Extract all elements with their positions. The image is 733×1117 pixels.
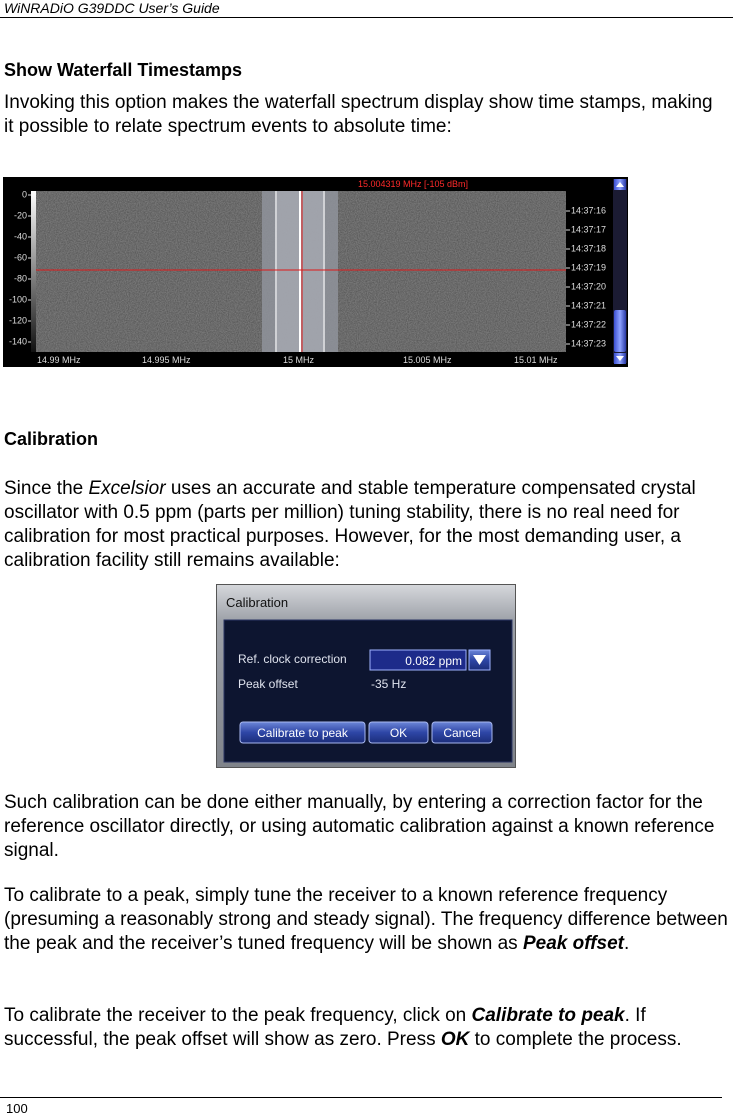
level-label: -100: [9, 294, 27, 304]
button-label: OK: [390, 726, 407, 740]
paragraph: Such calibration can be done either manu…: [4, 791, 733, 863]
time-label: 14:37:20: [571, 281, 606, 291]
scroll-thumb[interactable]: [614, 310, 626, 352]
paragraph: Since the Excelsior uses an accurate and…: [4, 477, 733, 573]
running-header: WiNRADiO G39DDC User’s Guide: [4, 0, 220, 16]
arrow: [616, 182, 624, 187]
arrow: [473, 655, 486, 665]
section-heading: Calibration: [4, 429, 99, 449]
paragraph: To calibrate to a peak, simply tune the …: [4, 884, 733, 956]
freq-label: 15 MHz: [283, 355, 315, 365]
text: Calibrate to peak: [471, 1005, 625, 1026]
time-label: 14:37:16: [571, 205, 606, 215]
footer-rule: [0, 1097, 722, 1098]
label: Ref. clock correction: [238, 652, 347, 666]
time-label: 14:37:21: [571, 300, 606, 310]
level-gradient: [31, 191, 36, 352]
freq-label: 14.995 MHz: [142, 355, 191, 365]
freq-label: 15.005 MHz: [403, 355, 452, 365]
text: Invoking this option makes the waterfall…: [4, 92, 713, 137]
text: Since the: [4, 478, 89, 499]
time-label: 14:37:17: [571, 224, 606, 234]
paragraph: Invoking this option makes the waterfall…: [4, 91, 719, 139]
time-label: 14:37:19: [571, 262, 606, 272]
text: Such calibration can be done either manu…: [4, 792, 715, 861]
button[interactable]: [239, 721, 366, 744]
calibration-dialog-screenshot: Calibration Ref. clock correction 0.082 …: [216, 584, 516, 768]
button[interactable]: [431, 721, 493, 744]
page-number: 100: [6, 1101, 28, 1116]
input[interactable]: [369, 649, 467, 671]
freq-label: 15.01 MHz: [514, 355, 558, 365]
text: .: [623, 933, 630, 954]
dialog-title: Calibration: [226, 595, 288, 610]
header-rule: [0, 17, 733, 18]
time-label: 14:37:18: [571, 243, 606, 253]
input-value: 0.082 ppm: [405, 654, 462, 668]
value: -35 Hz: [371, 677, 406, 691]
text: to complete the process.: [469, 1029, 682, 1050]
button-label: Calibrate to peak: [257, 726, 349, 740]
level-label: -120: [9, 315, 27, 325]
label: Peak offset: [238, 677, 298, 691]
readout: 15.004319 MHz [-105 dBm]: [358, 179, 468, 189]
waterfall-screenshot: 15.004319 MHz [-105 dBm] 0 -20 -40 -60 -80 -1…: [3, 177, 628, 367]
time-label: 14:37:23: [571, 338, 606, 348]
button-label: Cancel: [443, 726, 480, 740]
level-label: 0: [22, 189, 27, 199]
text: To calibrate to a peak, simply tune the …: [4, 885, 728, 954]
level-label: -40: [14, 231, 27, 241]
level-label: -20: [14, 210, 27, 220]
time-label: 14:37:22: [571, 319, 606, 329]
text: To calibrate the receiver to the peak fr…: [4, 1005, 472, 1026]
text: . If successful, the peak offset will sh…: [4, 1005, 646, 1050]
level-label: -80: [14, 273, 27, 283]
text: Peak offset: [522, 933, 624, 954]
text: Excelsior: [88, 478, 166, 499]
section-heading: Show Waterfall Timestamps: [4, 60, 243, 80]
level-label: -140: [9, 336, 27, 346]
level-label: -60: [14, 252, 27, 262]
freq-label: 14.99 MHz: [37, 355, 81, 365]
paragraph: To calibrate the receiver to the peak fr…: [4, 1004, 733, 1052]
text: OK: [440, 1029, 470, 1050]
arrow: [616, 356, 624, 361]
button[interactable]: [368, 721, 429, 744]
text: uses an accurate and stable temperature …: [4, 478, 696, 571]
